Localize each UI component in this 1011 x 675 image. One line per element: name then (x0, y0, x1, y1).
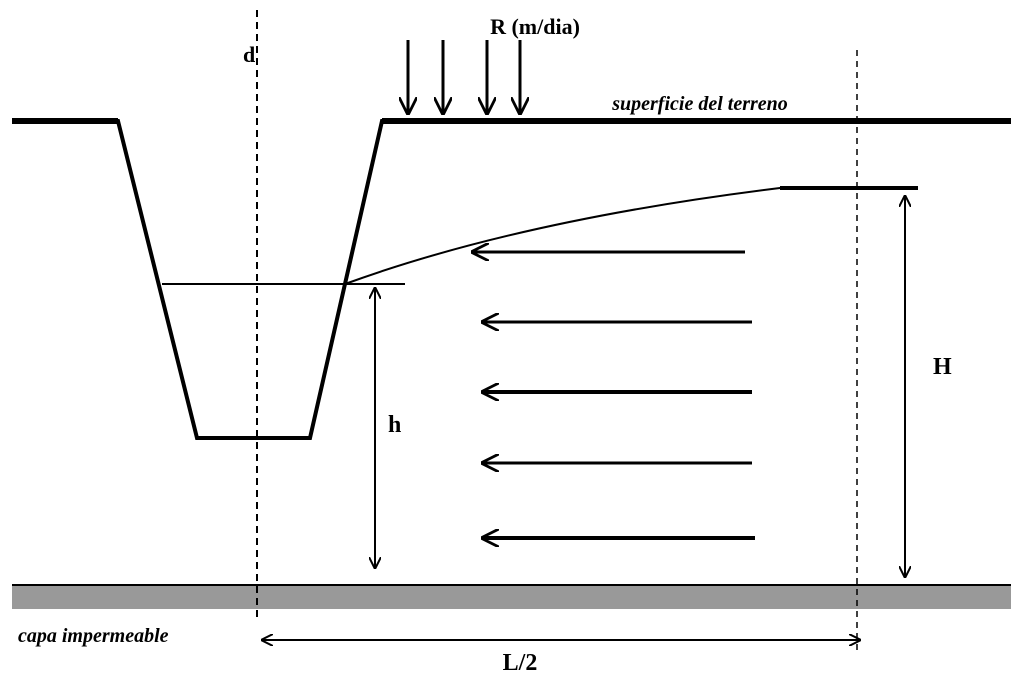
impermeable-layer-label: capa impermeable (18, 625, 169, 647)
impermeable-layer (12, 585, 1011, 609)
water-table (344, 187, 918, 285)
recharge-label: R (m/dia) (490, 14, 580, 39)
recharge-arrows (408, 40, 520, 114)
H-label: H (933, 354, 952, 380)
drain-label: d (243, 42, 255, 67)
flow-arrows (472, 252, 755, 538)
h-label: h (388, 412, 401, 438)
half-spacing-label: L/2 (503, 650, 538, 675)
ground-surface-label: superficie del terreno (611, 93, 788, 115)
